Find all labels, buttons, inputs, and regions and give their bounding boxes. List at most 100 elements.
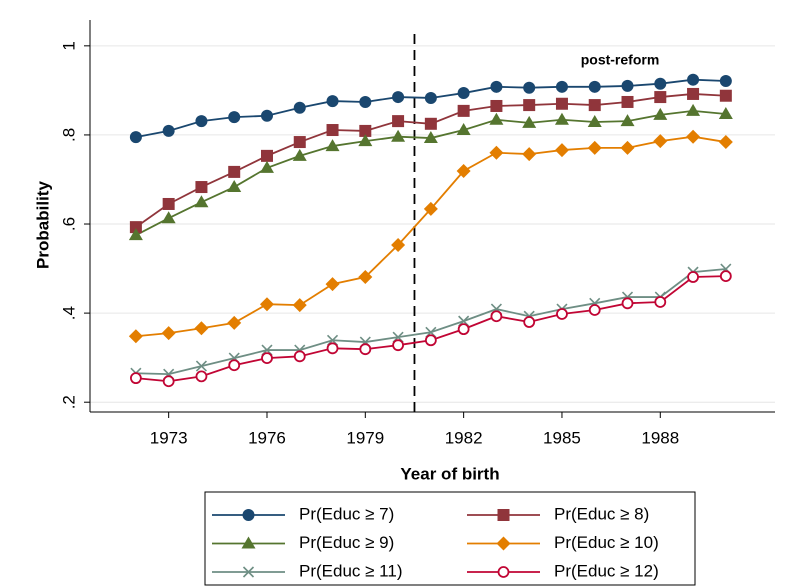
data-point [326,124,339,137]
data-point [227,315,242,330]
data-point [358,134,373,147]
data-point [326,95,339,108]
y-axis-title: Probability [33,181,52,269]
data-point [554,112,569,125]
data-point [522,115,537,128]
series-line [135,135,726,338]
data-point [424,117,437,130]
y-tick-label: .8 [59,128,78,142]
x-tick-label: 1985 [543,428,581,447]
data-point [228,165,241,178]
data-point [523,99,536,112]
data-point [423,201,438,216]
data-point [195,370,208,383]
legend-box [204,491,696,586]
x-tick-label: 1988 [641,428,679,447]
data-point [686,103,701,116]
data-point [260,149,273,162]
data-point [719,270,732,283]
data-point [588,80,601,93]
data-point [457,104,470,117]
data-point [128,228,143,241]
y-tick-label: .6 [59,217,78,231]
data-point [588,304,601,316]
data-point [293,136,306,149]
data-point [424,334,437,347]
data-point [556,308,568,320]
data-point [162,124,175,137]
data-point [391,237,406,252]
data-point [359,95,372,108]
data-point [719,89,732,102]
data-point [293,101,306,114]
data-point [128,329,143,344]
data-point [227,180,242,193]
data-point [523,81,536,94]
data-point [195,181,208,194]
data-point [292,148,307,161]
data-point [161,326,176,341]
series-line [135,268,726,376]
data-point [292,298,307,313]
data-point [194,195,209,208]
data-point [228,359,241,372]
data-point [587,140,602,155]
legend-label: Pr(Educ ≥ 8) [554,504,649,523]
data-point [391,129,406,142]
data-point [555,80,568,93]
data-point [621,297,634,310]
data-point [161,211,176,224]
data-point [687,87,700,100]
data-point [719,75,732,88]
data-point [490,310,503,323]
legend-label: Pr(Educ ≥ 7) [299,504,394,523]
data-point [621,79,634,92]
data-point [490,99,503,112]
data-point [392,339,404,352]
data-point [359,124,372,137]
data-point [423,131,438,144]
data-point [293,350,306,363]
data-point [620,114,635,127]
data-point [358,270,373,285]
data-point [456,123,471,136]
data-point [654,296,667,308]
x-axis-title: Year of birth [400,464,499,483]
annotation: post-reform [581,52,660,68]
data-point [653,107,668,120]
data-point [687,271,699,283]
data-point [587,115,602,128]
data-point [392,115,405,128]
legend-label: Pr(Educ ≥ 10) [554,533,659,552]
data-point [555,97,568,110]
data-point [194,321,209,336]
legend-label: Pr(Educ ≥ 9) [299,533,394,552]
data-point [457,323,470,336]
data-point [260,109,273,122]
legend-label: Pr(Educ ≥ 11) [299,561,403,580]
data-point [522,147,537,162]
data-point [129,131,142,144]
x-tick-label: 1979 [346,428,384,447]
data-point [195,360,208,372]
data-point [489,112,504,125]
x-tick-label: 1982 [445,428,483,447]
data-point [129,372,142,385]
data-point [261,352,273,365]
y-tick-label: .2 [59,395,78,409]
data-point [687,73,700,86]
legend-marker [497,509,510,521]
legend-marker [496,536,511,551]
data-point [686,129,701,144]
data-point [654,77,667,90]
data-point [554,143,569,158]
data-point [489,145,504,160]
data-point [653,134,668,149]
data-point [326,342,339,355]
x-tick-label: 1976 [248,428,286,447]
data-point [621,95,634,108]
data-point [424,91,437,104]
data-point [654,91,667,104]
data-point [620,140,635,155]
